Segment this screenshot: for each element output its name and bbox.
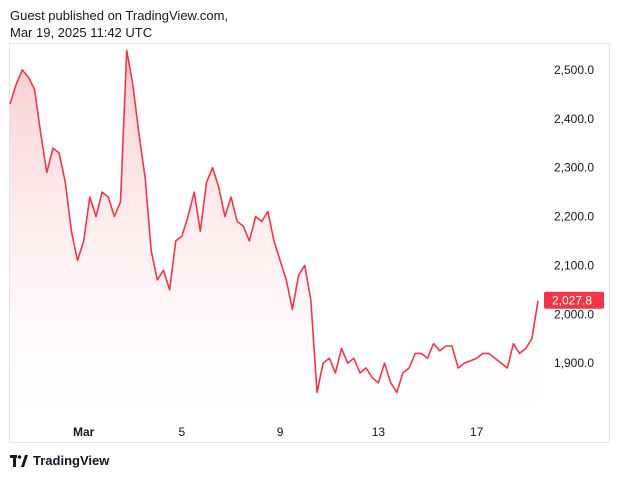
y-tick-label: 2,400.0 (554, 112, 594, 126)
y-tick-label: 1,900.0 (554, 356, 594, 370)
y-tick-label: 2,200.0 (554, 210, 594, 224)
tradingview-logo-icon (10, 454, 28, 467)
y-tick-label: 2,000.0 (554, 307, 594, 321)
last-price-badge (544, 291, 604, 309)
x-tick-label: Mar (73, 425, 95, 439)
y-tick-label: 2,300.0 (554, 161, 594, 175)
x-tick-label: 13 (372, 425, 386, 439)
publish-info: Guest published on TradingView.com, Mar … (10, 7, 228, 41)
last-price-label: 2,027.8 (552, 294, 592, 308)
x-tick-label: 9 (277, 425, 284, 439)
x-tick-label: 5 (179, 425, 186, 439)
publish-date-line: Mar 19, 2025 11:42 UTC (10, 25, 153, 40)
price-line (9, 49, 539, 394)
y-tick-label: 2,500.0 (554, 63, 594, 77)
footer-brand[interactable]: TradingView (33, 453, 110, 468)
price-area-fill (10, 50, 538, 413)
publish-author-line: Guest published on TradingView.com, (10, 8, 229, 23)
y-tick-label: 2,100.0 (554, 258, 594, 272)
x-tick-label: 17 (470, 425, 484, 439)
chart-frame[interactable] (9, 43, 610, 443)
footer: TradingView (10, 453, 109, 468)
